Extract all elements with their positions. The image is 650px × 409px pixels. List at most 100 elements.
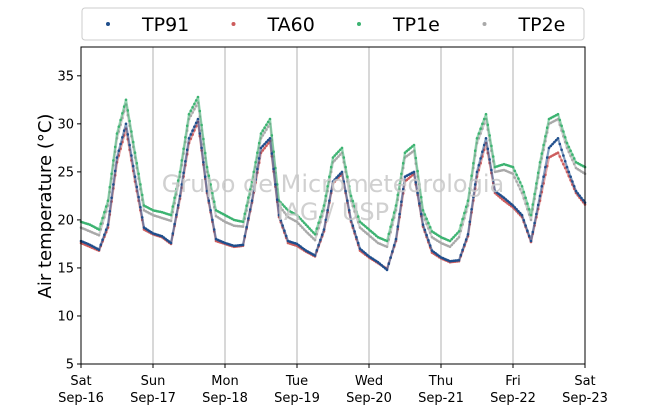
data-point: [130, 154, 133, 157]
data-point: [337, 174, 340, 177]
data-point: [563, 136, 567, 139]
data-point: [526, 202, 529, 205]
data-point: [513, 176, 517, 179]
plot-area: Grupo de Micrometeorologia IAG / USP: [79, 46, 587, 365]
data-point: [421, 223, 425, 226]
data-point: [547, 146, 551, 150]
data-point: [414, 156, 418, 160]
data-point: [169, 213, 173, 217]
x-tick-label-date: Sep-20: [346, 391, 392, 406]
data-point: [407, 153, 410, 157]
data-point: [504, 198, 508, 201]
data-point: [340, 170, 344, 174]
data-point: [531, 203, 535, 206]
data-point: [394, 204, 398, 207]
data-point: [119, 142, 122, 146]
data-point: [283, 205, 286, 208]
data-point: [518, 187, 522, 191]
data-point: [423, 228, 427, 232]
legend-label: TP91: [141, 14, 189, 36]
data-point: [320, 233, 324, 236]
data-point: [117, 149, 121, 152]
data-point: [572, 185, 576, 188]
data-point: [347, 185, 351, 188]
data-point: [540, 185, 544, 188]
data-point: [344, 189, 347, 193]
data-point: [544, 165, 547, 169]
data-point: [520, 213, 524, 217]
data-point: [346, 175, 349, 178]
x-tick-label-day: Mon: [211, 374, 238, 389]
data-point: [533, 192, 536, 196]
data-point: [556, 137, 560, 140]
data-point: [553, 140, 556, 144]
data-point: [194, 99, 198, 102]
data-point: [265, 123, 268, 127]
data-point: [315, 249, 319, 252]
data-point: [488, 134, 491, 137]
data-point: [320, 210, 324, 213]
data-point: [329, 165, 333, 169]
legend-item-tp2e: TP2e: [482, 14, 565, 36]
data-point: [247, 217, 250, 220]
data-point: [576, 192, 580, 195]
data-point: [347, 209, 351, 212]
data-point: [567, 145, 571, 149]
data-point: [522, 190, 526, 194]
data-point: [315, 227, 319, 230]
data-point: [270, 134, 274, 137]
data-point: [518, 181, 522, 184]
data-point: [405, 154, 409, 158]
data-point: [565, 141, 569, 145]
data-point: [362, 223, 365, 227]
data-point: [581, 199, 585, 202]
data-point: [529, 239, 533, 243]
data-point: [356, 215, 360, 218]
data-point: [167, 240, 171, 243]
data-point: [513, 206, 517, 209]
data-point: [400, 172, 403, 176]
data-point: [182, 147, 185, 151]
data-point: [171, 232, 175, 235]
series-tp91: [79, 117, 587, 272]
data-point: [527, 234, 531, 238]
data-point: [295, 242, 299, 246]
data-point: [358, 226, 362, 229]
data-point: [428, 231, 432, 235]
data-point: [515, 208, 518, 211]
data-point: [428, 244, 432, 247]
data-point: [131, 164, 135, 168]
data-point: [324, 194, 328, 198]
data-point: [302, 221, 306, 225]
data-point: [211, 218, 214, 222]
data-point: [311, 237, 315, 240]
data-point: [191, 106, 194, 109]
data-point: [364, 225, 367, 228]
data-point: [418, 182, 421, 186]
data-point: [176, 204, 180, 207]
data-point: [322, 228, 326, 231]
data-point: [409, 152, 412, 155]
data-point: [457, 235, 461, 239]
data-point: [297, 222, 301, 226]
data-point: [243, 212, 247, 216]
data-point: [374, 234, 378, 237]
data-point: [265, 144, 268, 148]
data-point: [248, 208, 252, 211]
data-point: [482, 143, 486, 147]
legend-label: TA60: [267, 14, 315, 36]
data-point: [493, 189, 497, 193]
data-point: [108, 210, 112, 213]
data-point: [306, 231, 310, 235]
data-point: [515, 180, 518, 183]
data-point: [409, 146, 412, 150]
data-point: [464, 238, 468, 241]
data-point: [486, 147, 490, 151]
data-point: [412, 170, 416, 174]
data-point: [301, 219, 304, 223]
x-tick-label-day: Wed: [355, 374, 383, 389]
data-point: [301, 226, 304, 229]
data-point: [191, 129, 194, 132]
data-point: [106, 223, 110, 226]
data-point: [481, 150, 484, 153]
